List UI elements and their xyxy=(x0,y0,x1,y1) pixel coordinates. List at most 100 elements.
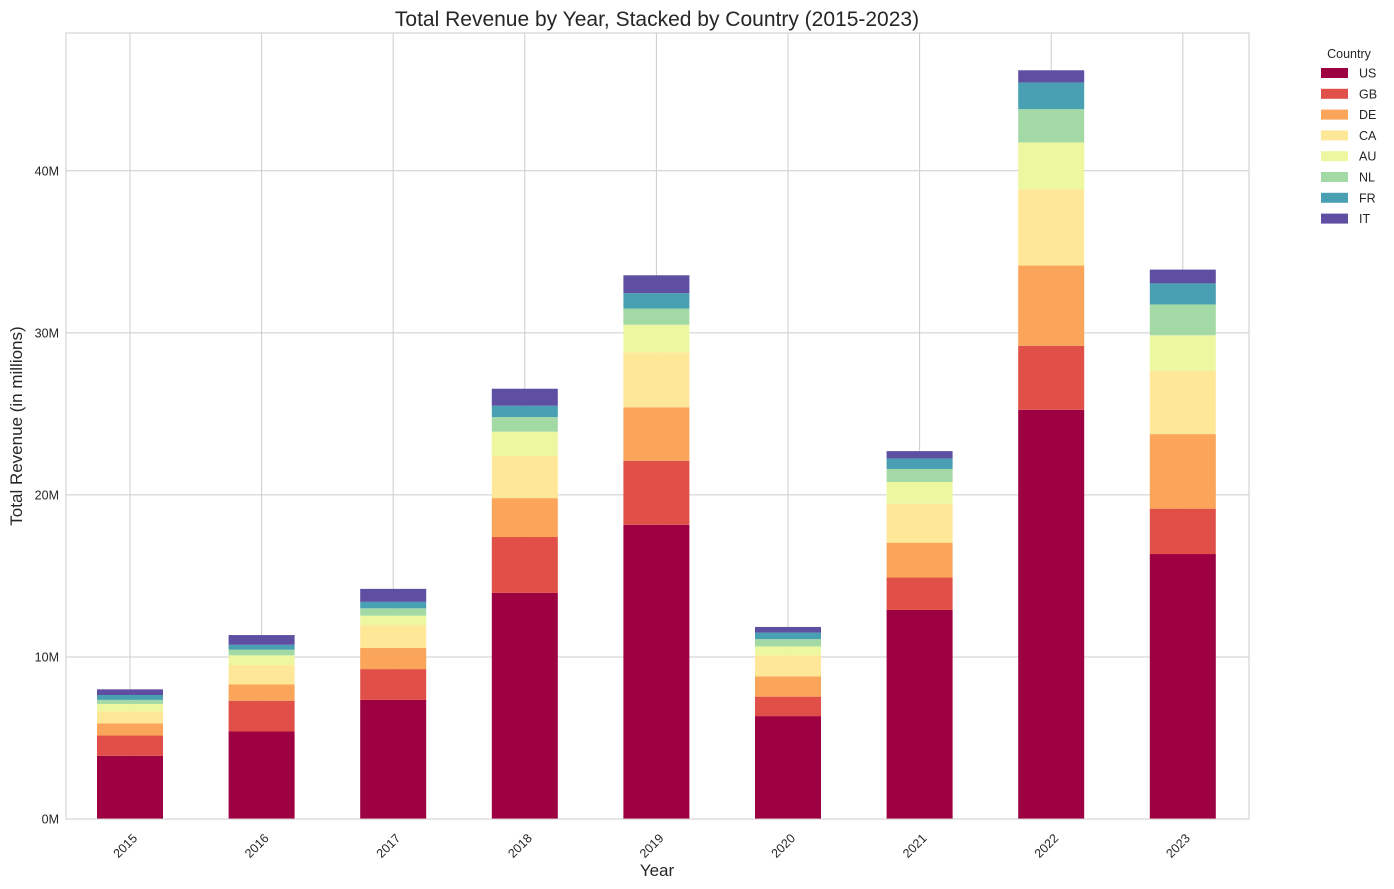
legend-label-ca: CA xyxy=(1359,129,1377,143)
legend-label-fr: FR xyxy=(1359,191,1376,205)
plot-frame xyxy=(65,32,1250,820)
legend-title: Country xyxy=(1327,47,1372,61)
bar-segment-gb-2018 xyxy=(491,537,558,593)
legend-label-au: AU xyxy=(1359,150,1376,164)
bar-segment-nl-2016 xyxy=(228,649,295,656)
bar-segment-ca-2023 xyxy=(1149,370,1216,435)
bar-segment-au-2022 xyxy=(1018,142,1085,190)
legend-label-nl: NL xyxy=(1359,171,1375,185)
bar-segment-nl-2020 xyxy=(755,639,821,647)
bar-segment-de-2023 xyxy=(1149,434,1216,509)
bar-segment-gb-2020 xyxy=(755,696,821,717)
legend-swatch-de xyxy=(1321,109,1348,120)
x-axis-ticks: 2015 2016 2017 2018 2019 2020 2021 2022 2023 xyxy=(111,831,1193,861)
bar-segment-us-2020 xyxy=(755,716,821,819)
bar-segment-ca-2021 xyxy=(886,503,953,543)
x-tick-label: 2017 xyxy=(374,831,404,861)
x-tick-label: 2019 xyxy=(637,831,667,861)
bar-segment-gb-2019 xyxy=(623,460,690,525)
bar-segment-fr-2021 xyxy=(886,458,953,469)
bar-segment-fr-2018 xyxy=(491,405,558,418)
legend: Country US GB DE CA AU NL FR IT xyxy=(1321,47,1377,226)
legend-swatch-nl xyxy=(1321,172,1348,182)
bar-segment-ca-2017 xyxy=(360,625,427,649)
bar-segment-de-2017 xyxy=(360,648,427,670)
x-tick-label: 2015 xyxy=(111,831,141,861)
legend-label-it: IT xyxy=(1359,212,1370,226)
bar-segment-us-2015 xyxy=(97,755,163,819)
bar-segment-au-2021 xyxy=(886,481,953,504)
bar-segment-us-2016 xyxy=(228,731,295,819)
bar-segment-nl-2015 xyxy=(97,699,163,704)
bar-segment-it-2018 xyxy=(491,388,558,406)
bar-segment-us-2021 xyxy=(886,609,953,819)
legend-swatch-ca xyxy=(1321,130,1348,141)
bar-segment-fr-2019 xyxy=(623,293,690,309)
y-tick-label: 20M xyxy=(35,488,59,502)
bar-segment-au-2015 xyxy=(97,703,163,712)
bar-segment-gb-2015 xyxy=(97,735,163,756)
legend-swatch-gb xyxy=(1321,88,1348,99)
bar-segment-ca-2018 xyxy=(491,455,558,499)
legend-swatch-au xyxy=(1321,151,1348,162)
bar-segment-us-2018 xyxy=(491,592,558,819)
y-axis-label: Total Revenue (in millions) xyxy=(7,326,26,525)
bar-segment-it-2016 xyxy=(228,635,295,645)
y-tick-label: 40M xyxy=(35,164,59,178)
x-tick-label: 2021 xyxy=(900,831,930,861)
x-tick-label: 2020 xyxy=(769,831,799,861)
x-tick-label: 2022 xyxy=(1032,831,1062,861)
bar-segment-au-2018 xyxy=(491,431,558,456)
bar-segment-us-2022 xyxy=(1018,409,1085,819)
bar-segment-it-2019 xyxy=(623,275,690,294)
bar-segment-de-2022 xyxy=(1018,265,1085,346)
legend-label-de: DE xyxy=(1359,108,1376,122)
legend-label-gb: GB xyxy=(1359,87,1377,101)
x-tick-label: 2018 xyxy=(505,831,535,861)
bar-segment-it-2015 xyxy=(97,689,163,696)
legend-swatch-fr xyxy=(1321,192,1348,203)
bar-segment-fr-2016 xyxy=(228,644,295,650)
bar-segment-gb-2022 xyxy=(1018,345,1085,410)
bar-segment-gb-2023 xyxy=(1149,508,1216,555)
y-tick-label: 10M xyxy=(35,650,59,664)
bar-segment-nl-2021 xyxy=(886,468,953,482)
bar-segment-fr-2017 xyxy=(360,601,427,609)
bar-segment-us-2019 xyxy=(623,524,690,819)
bar-segment-de-2019 xyxy=(623,407,690,461)
bar-segment-us-2023 xyxy=(1149,554,1216,819)
bar-segment-ca-2020 xyxy=(755,655,821,677)
bar-segment-fr-2020 xyxy=(755,632,821,640)
bar-segment-au-2017 xyxy=(360,615,427,626)
bar-segment-it-2017 xyxy=(360,588,427,602)
bars xyxy=(97,70,1216,819)
bar-segment-de-2020 xyxy=(755,676,821,697)
bar-segment-nl-2017 xyxy=(360,608,427,616)
bar-segment-ca-2019 xyxy=(623,352,690,408)
bar-segment-it-2022 xyxy=(1018,70,1085,83)
bar-segment-de-2015 xyxy=(97,723,163,736)
bar-segment-nl-2023 xyxy=(1149,304,1216,336)
chart-title: Total Revenue by Year, Stacked by Countr… xyxy=(395,8,919,31)
bar-segment-gb-2017 xyxy=(360,669,427,700)
bar-segment-it-2020 xyxy=(755,626,821,633)
x-axis-label: Year xyxy=(640,861,675,880)
bar-segment-us-2017 xyxy=(360,699,427,819)
bar-segment-au-2016 xyxy=(228,655,295,666)
bar-segment-de-2018 xyxy=(491,498,558,538)
bar-segment-au-2020 xyxy=(755,646,821,656)
bar-segment-de-2016 xyxy=(228,684,295,701)
bar-segment-au-2019 xyxy=(623,324,690,353)
legend-swatch-it xyxy=(1321,213,1348,224)
bar-segment-it-2021 xyxy=(886,451,953,459)
bar-segment-de-2021 xyxy=(886,542,953,578)
y-tick-label: 0M xyxy=(42,813,59,827)
bar-segment-nl-2018 xyxy=(491,417,558,432)
bar-segment-fr-2015 xyxy=(97,695,163,700)
legend-swatch-us xyxy=(1321,68,1348,78)
bar-segment-fr-2022 xyxy=(1018,82,1085,110)
bar-segment-ca-2015 xyxy=(97,711,163,724)
x-tick-label: 2023 xyxy=(1163,831,1193,861)
bar-segment-nl-2022 xyxy=(1018,109,1085,143)
